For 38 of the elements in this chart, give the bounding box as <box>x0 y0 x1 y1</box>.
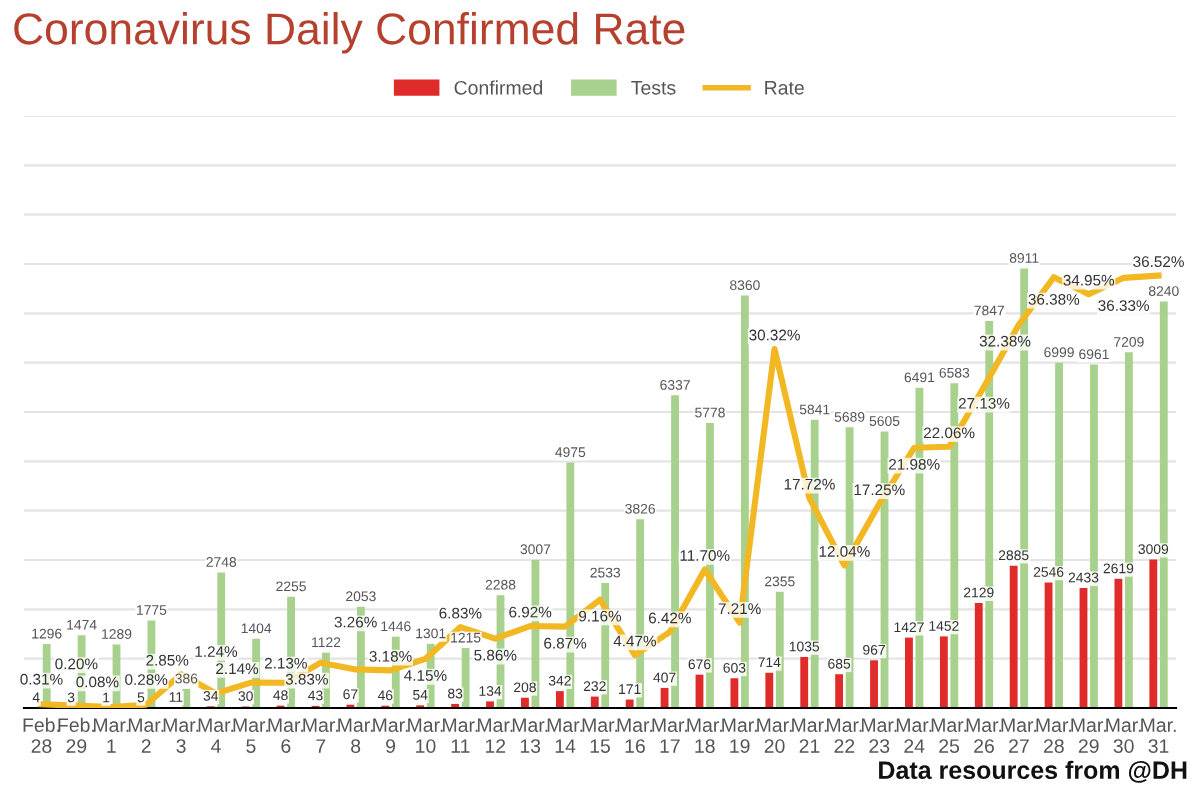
x-tick-label: Mar. 26 <box>966 718 1002 753</box>
x-tick-label: Mar. 31 <box>1141 718 1176 753</box>
x-tick-label: Mar. 15 <box>582 718 618 753</box>
legend-label: Confirmed <box>454 80 543 95</box>
x-tick-label: Mar. 10 <box>408 718 443 753</box>
x-tick-label: Mar. 1 <box>93 718 129 753</box>
x-tick-label: Mar. 30 <box>1106 718 1141 753</box>
legend-label: Tests <box>631 81 676 95</box>
x-tick-label: Mar. 16 <box>617 718 653 753</box>
x-tick-label: Mar. 3 <box>163 718 199 753</box>
legend-label: Rate <box>765 81 804 95</box>
x-tick-label: Mar. 22 <box>827 718 862 753</box>
x-tick-label: Mar. 29 <box>1071 718 1106 753</box>
x-tick-label: Mar. 11 <box>443 718 478 753</box>
x-tick-label: Mar. 13 <box>512 718 548 753</box>
x-tick-label: Mar. 9 <box>373 718 408 753</box>
x-tick-label: Feb. 29 <box>58 717 95 753</box>
x-tick-label: Mar. 27 <box>1001 718 1037 753</box>
x-tick-label: Mar. 28 <box>1036 718 1071 753</box>
x-tick-label: Mar. 20 <box>757 718 792 753</box>
x-tick-label: Mar. 7 <box>303 718 338 753</box>
x-tick-label: Mar. 25 <box>931 718 967 753</box>
chart-title: Coronavirus Daily Confirmed Rate <box>14 12 685 54</box>
x-tick-label: Mar. 21 <box>792 718 827 753</box>
x-tick-label: Mar. 18 <box>687 718 722 753</box>
x-tick-label: Feb. 28 <box>23 717 60 753</box>
x-tick-label: Mar. 14 <box>547 718 583 753</box>
x-tick-label: Mar. 24 <box>896 718 932 753</box>
x-tick-label: Mar. 12 <box>477 718 513 753</box>
x-tick-label: Mar. 8 <box>338 718 373 753</box>
x-tick-label: Mar. 5 <box>233 718 269 753</box>
text: Data resources from @DH <box>879 760 1187 783</box>
x-tick-label: Mar. 19 <box>722 718 757 753</box>
x-tick-label: Mar. 17 <box>652 718 687 753</box>
x-tick-label: Mar. 6 <box>268 718 303 753</box>
x-tick-label: Mar. 2 <box>128 718 164 753</box>
x-tick-label: Mar. 4 <box>198 718 234 753</box>
x-tick-label: Mar. 23 <box>861 718 897 753</box>
